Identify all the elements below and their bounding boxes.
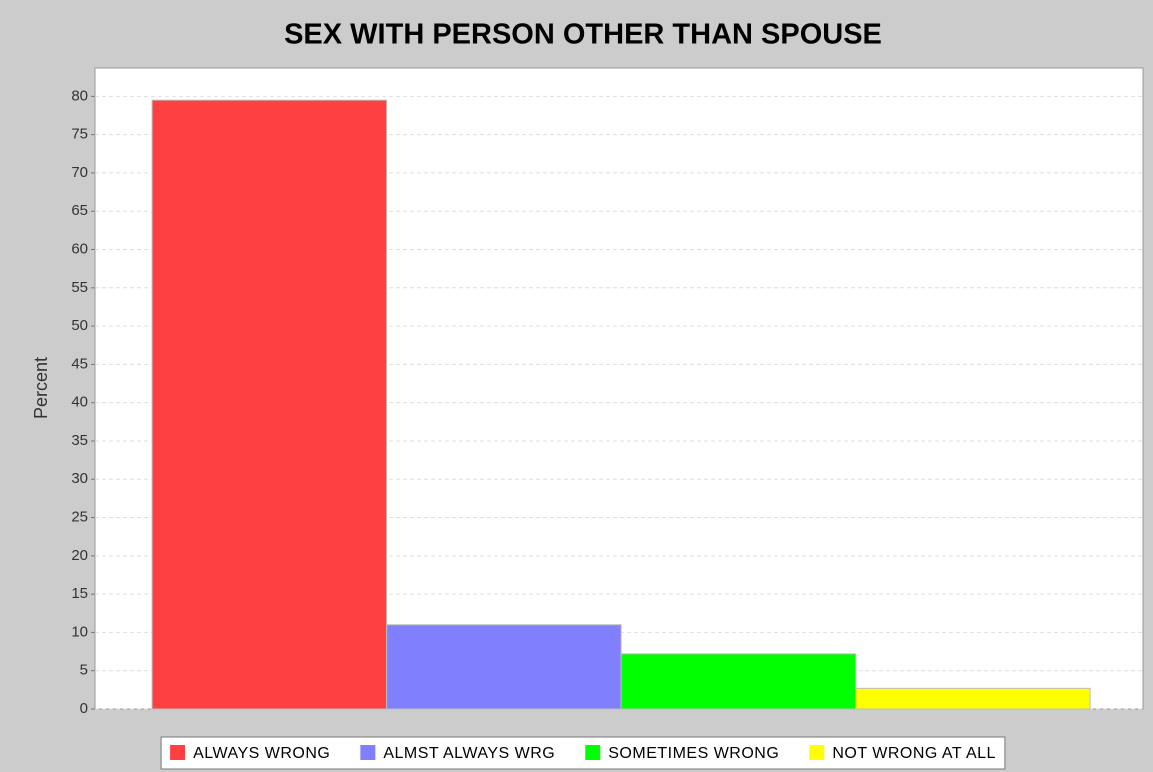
y-tick-label: 25 — [71, 509, 88, 526]
bar — [386, 624, 622, 710]
legend-swatch — [585, 745, 601, 760]
y-tick-label: 80 — [71, 87, 88, 104]
y-tick-label: 35 — [71, 432, 88, 449]
y-tick-label: 15 — [71, 585, 88, 602]
y-tick-label: 75 — [71, 126, 88, 143]
y-tick-label: 30 — [71, 470, 88, 487]
y-tick-label: 70 — [71, 164, 88, 181]
y-axis-label: Percent — [31, 357, 51, 419]
y-tick-label: 20 — [71, 547, 88, 564]
y-tick-label: 45 — [71, 355, 88, 372]
bars — [151, 99, 1091, 710]
bar — [151, 99, 388, 710]
chart-title: SEX WITH PERSON OTHER THAN SPOUSE — [284, 19, 882, 51]
legend-label: ALMST ALWAYS WRG — [383, 745, 555, 762]
y-tick-label: 65 — [71, 202, 88, 219]
bar — [620, 653, 857, 710]
y-tick-label: 40 — [71, 394, 88, 411]
bar — [855, 687, 1091, 710]
y-tick-label: 50 — [71, 317, 88, 334]
y-tick-label: 0 — [80, 700, 88, 717]
legend-label: NOT WRONG AT ALL — [832, 745, 996, 762]
y-tick-label: 5 — [80, 662, 88, 679]
legend — [160, 736, 1006, 770]
legend-label: SOMETIMES WRONG — [608, 745, 779, 762]
legend-swatch — [360, 745, 376, 760]
legend-items: ALWAYS WRONG ALMST ALWAYS WRG SOMETIMES WR… — [170, 745, 996, 762]
legend-swatch — [170, 745, 186, 760]
y-tick-label: 60 — [71, 240, 88, 257]
legend-swatch — [809, 745, 825, 760]
y-tick-label: 55 — [71, 279, 88, 296]
legend-label: ALWAYS WRONG — [193, 745, 330, 762]
y-tick-label: 10 — [71, 623, 88, 640]
